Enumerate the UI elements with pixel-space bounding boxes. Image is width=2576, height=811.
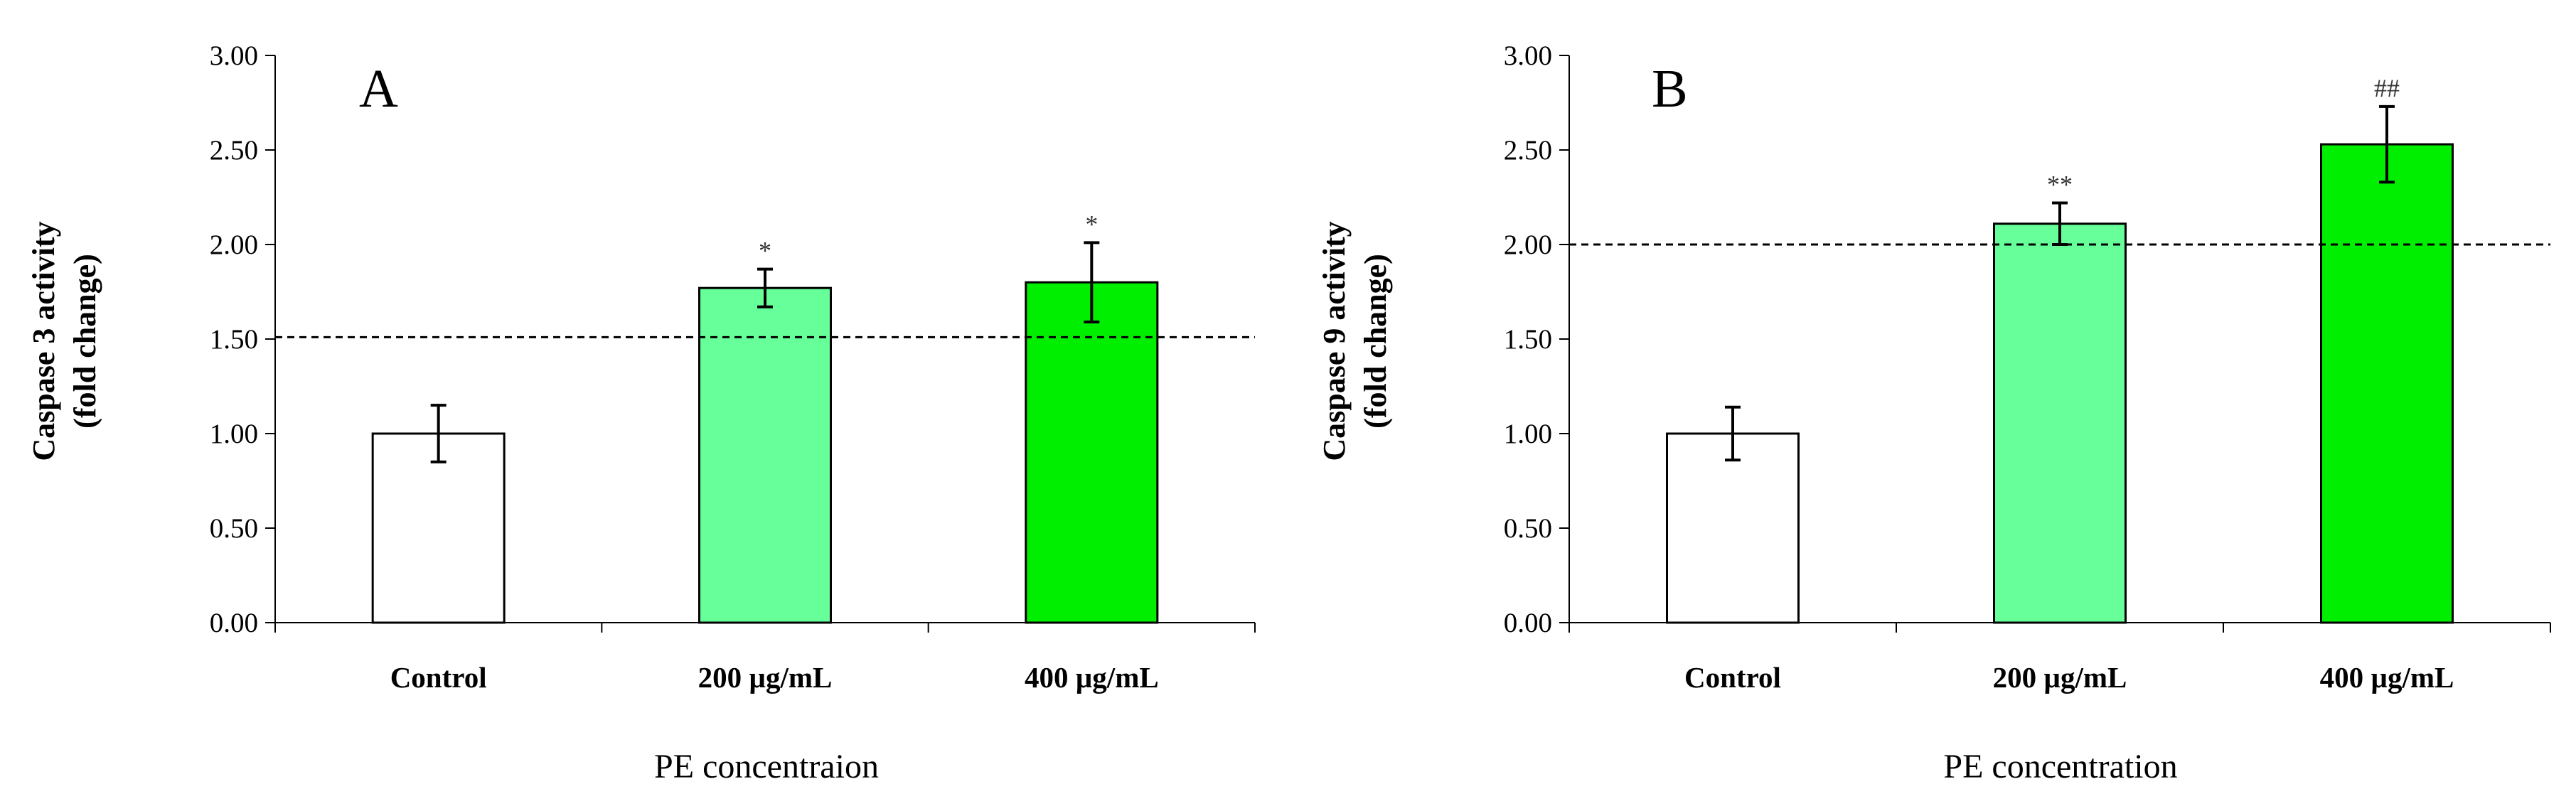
x-axis-title-a: PE concentraion — [654, 748, 879, 785]
y-axis-title-line2-a: (fold change) — [68, 254, 102, 429]
bar-b-1 — [1993, 222, 2127, 624]
y-axis-title-b: Caspase 9 activity (fold change) — [1317, 221, 1393, 461]
y-tick-label-b-1: 0.50 — [1504, 513, 1552, 544]
y-tick-label-a-2: 1.00 — [210, 419, 258, 449]
bar-a-2 — [1025, 281, 1159, 624]
category-label-b-0: Control — [1684, 661, 1781, 694]
chart-panel-b: B Caspase 9 activity (fold change) PE co… — [1317, 41, 2551, 785]
y-tick-label-b-4: 2.00 — [1504, 230, 1552, 260]
y-tick-label-a-6: 3.00 — [210, 41, 258, 71]
significance-label-a-1: * — [759, 237, 771, 265]
y-tick-label-a-1: 0.50 — [210, 513, 258, 544]
category-label-b-1: 200 µg/mL — [1993, 661, 2127, 694]
category-label-a-1: 200 µg/mL — [698, 661, 833, 694]
y-tick-label-b-5: 2.50 — [1504, 135, 1552, 166]
category-label-a-0: Control — [390, 661, 487, 694]
bar-a-1 — [698, 286, 832, 624]
bar-b-2 — [2320, 143, 2454, 624]
significance-label-a-2: * — [1085, 210, 1098, 238]
y-axis-title-line1-b: Caspase 9 activity — [1317, 221, 1352, 461]
bar-b-0 — [1666, 432, 1800, 624]
chart-panel-a: A Caspase 3 activity (fold change) PE co… — [26, 41, 1256, 785]
y-tick-label-b-0: 0.00 — [1504, 608, 1552, 638]
y-tick-label-b-2: 1.00 — [1504, 419, 1552, 449]
x-axis-title-b: PE concentration — [1943, 748, 2177, 785]
y-tick-label-b-3: 1.50 — [1504, 324, 1552, 355]
y-tick-label-a-3: 1.50 — [210, 324, 258, 355]
panel-label-a: A — [359, 59, 398, 119]
panel-label-b: B — [1652, 59, 1688, 119]
y-tick-label-a-4: 2.00 — [210, 230, 258, 260]
significance-label-b-1: ** — [2047, 170, 2073, 198]
significance-label-b-2: ## — [2374, 74, 2400, 102]
y-tick-label-a-5: 2.50 — [210, 135, 258, 166]
y-axis-title-line1-a: Caspase 3 activity — [26, 221, 61, 461]
y-axis-title-line2-b: (fold change) — [1358, 254, 1393, 429]
category-label-b-2: 400 µg/mL — [2320, 661, 2454, 694]
y-tick-label-a-0: 0.00 — [210, 608, 258, 638]
category-label-a-2: 400 µg/mL — [1025, 661, 1159, 694]
y-tick-label-b-6: 3.00 — [1504, 41, 1552, 71]
y-axis-title-a: Caspase 3 activity (fold change) — [26, 221, 102, 461]
bar-a-0 — [371, 432, 506, 624]
